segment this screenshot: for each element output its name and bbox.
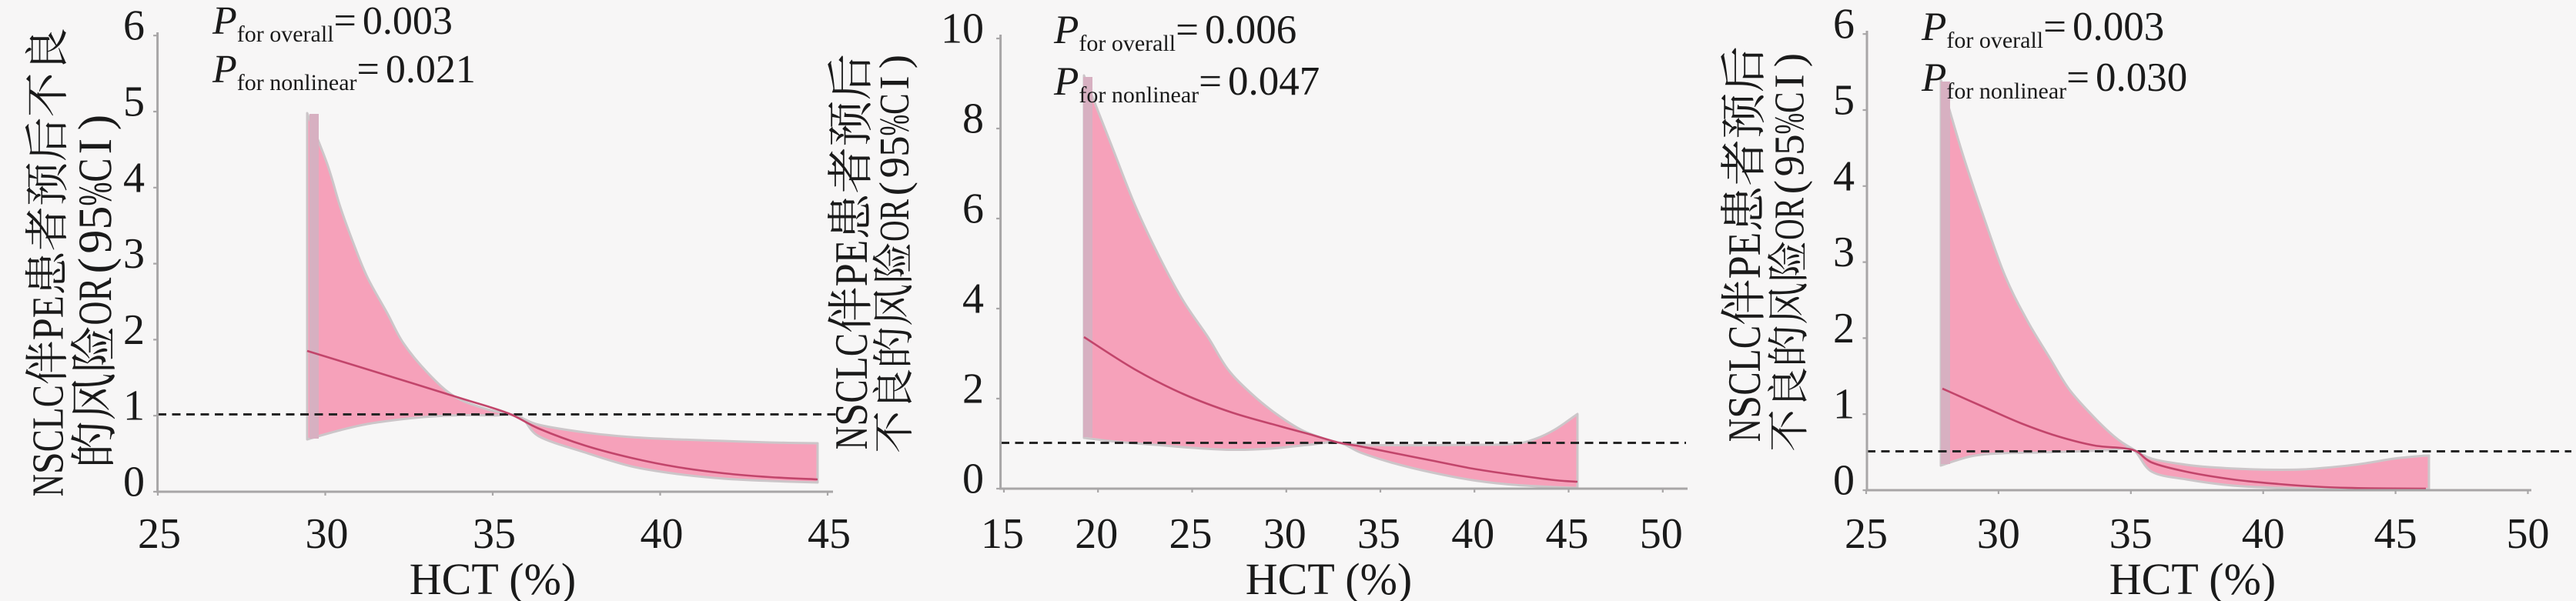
svg-text:50: 50 [2507, 510, 2550, 558]
svg-text:Pfor overall=0.006: Pfor overall= 0.006 [1053, 8, 1296, 56]
svg-text:1: 1 [123, 382, 145, 430]
svg-text:30: 30 [1977, 510, 2020, 558]
svg-text:Pfor nonlinear=0.030: Pfor nonlinear= 0.030 [1921, 55, 2187, 104]
svg-text:30: 30 [1263, 510, 1306, 558]
svg-text:5: 5 [123, 78, 145, 126]
svg-text:6: 6 [962, 185, 984, 233]
svg-text:2: 2 [962, 366, 984, 413]
svg-text:25: 25 [138, 510, 181, 558]
svg-text:8: 8 [962, 95, 984, 143]
svg-text:3: 3 [1833, 229, 1855, 276]
svg-text:40: 40 [2242, 510, 2285, 558]
svg-text:30: 30 [306, 510, 349, 558]
svg-text:35: 35 [2109, 510, 2153, 558]
svg-text:HCT (%): HCT (%) [1246, 554, 1412, 601]
svg-text:HCT (%): HCT (%) [2109, 554, 2276, 601]
svg-text:6: 6 [123, 2, 145, 50]
svg-text:HCT (%): HCT (%) [410, 554, 576, 601]
svg-text:4: 4 [123, 154, 145, 202]
svg-text:Pfor nonlinear=0.021: Pfor nonlinear= 0.021 [212, 48, 476, 95]
svg-text:40: 40 [1451, 510, 1494, 558]
svg-text:15: 15 [981, 510, 1024, 558]
svg-text:0: 0 [962, 456, 984, 503]
svg-text:35: 35 [473, 510, 516, 558]
svg-text:50: 50 [1640, 510, 1683, 558]
svg-text:2: 2 [123, 306, 145, 354]
svg-text:20: 20 [1075, 510, 1118, 558]
svg-text:35: 35 [1357, 510, 1400, 558]
svg-text:1: 1 [1833, 381, 1855, 429]
svg-text:10: 10 [941, 5, 984, 53]
svg-text:45: 45 [2374, 510, 2417, 558]
svg-text:0: 0 [123, 459, 145, 506]
svg-text:4: 4 [1833, 152, 1855, 200]
svg-text:Pfor nonlinear=0.047: Pfor nonlinear= 0.047 [1053, 59, 1320, 108]
svg-text:40: 40 [641, 510, 684, 558]
svg-text:4: 4 [962, 275, 984, 323]
svg-text:0: 0 [1833, 457, 1855, 505]
svg-text:3: 3 [123, 230, 145, 278]
svg-text:25: 25 [1845, 510, 1888, 558]
svg-text:45: 45 [808, 510, 851, 558]
svg-text:25: 25 [1169, 510, 1213, 558]
svg-text:5: 5 [1833, 77, 1855, 125]
svg-text:6: 6 [1833, 1, 1855, 48]
svg-text:45: 45 [1546, 510, 1589, 558]
svg-text:Pfor overall=0.003: Pfor overall= 0.003 [1921, 5, 2164, 53]
svg-text:Pfor overall=0.003: Pfor overall= 0.003 [212, 0, 453, 47]
svg-text:2: 2 [1833, 305, 1855, 352]
